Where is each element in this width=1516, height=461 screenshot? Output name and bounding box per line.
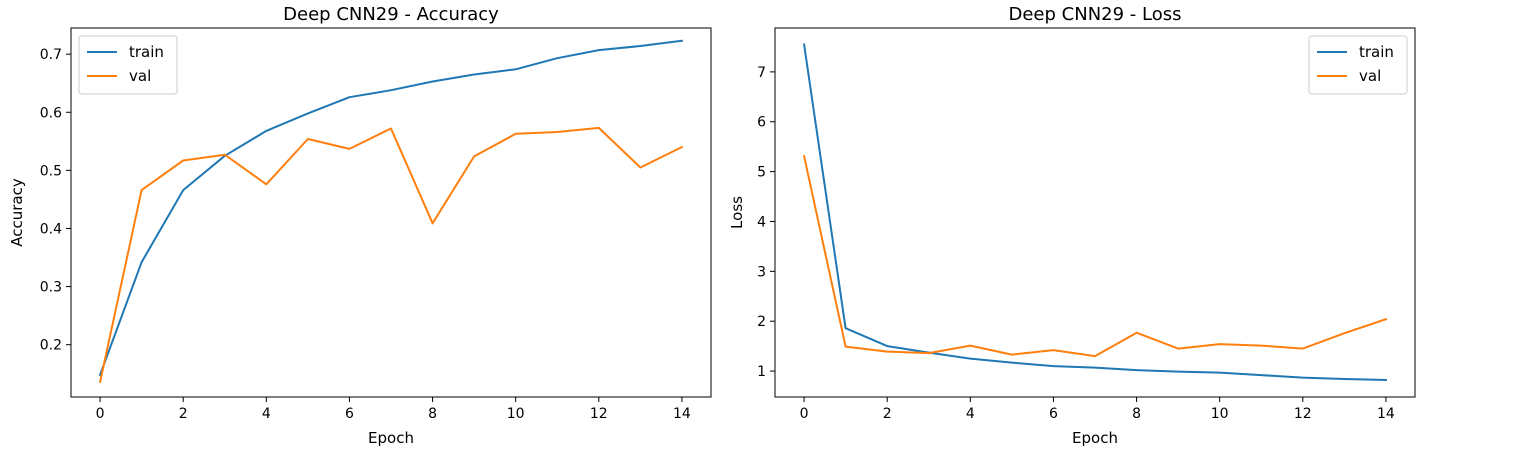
y-tick-label: 3 xyxy=(757,264,766,280)
y-tick-label: 0.6 xyxy=(40,105,62,121)
legend-label-val: val xyxy=(1359,67,1381,85)
y-tick-label: 0.4 xyxy=(40,221,62,237)
y-tick-label: 0.3 xyxy=(40,280,62,296)
x-axis-label: Epoch xyxy=(1072,429,1118,447)
legend-label-train: train xyxy=(129,43,164,61)
y-tick-label: 1 xyxy=(757,364,766,380)
x-tick-label: 6 xyxy=(1049,406,1058,422)
y-axis-label: Accuracy xyxy=(8,178,26,247)
x-tick-label: 4 xyxy=(966,406,975,422)
chart-title: Deep CNN29 - Accuracy xyxy=(283,4,499,25)
y-tick-label: 7 xyxy=(757,65,766,81)
legend-label-train: train xyxy=(1359,43,1394,61)
legend: train val xyxy=(78,35,178,95)
x-tick-label: 6 xyxy=(345,406,354,422)
axes-frame xyxy=(774,27,1416,398)
legend-box xyxy=(78,35,178,95)
series-line-val xyxy=(98,126,684,384)
y-tick-label: 0.2 xyxy=(40,338,62,354)
x-tick-label: 8 xyxy=(1132,406,1141,422)
x-tick-label: 10 xyxy=(507,406,525,422)
x-tick-label: 10 xyxy=(1211,406,1229,422)
y-tick-label: 4 xyxy=(757,214,766,230)
y-axis-label: Loss xyxy=(728,196,746,229)
x-tick-label: 0 xyxy=(800,406,809,422)
x-tick-label: 0 xyxy=(96,406,105,422)
chart-title: Deep CNN29 - Loss xyxy=(1009,4,1182,25)
series-line-train xyxy=(98,39,684,377)
series-line-train xyxy=(802,43,1387,382)
legend: train val xyxy=(1308,35,1408,95)
x-tick-label: 12 xyxy=(1294,406,1312,422)
series-line-val xyxy=(802,155,1388,358)
y-tick-label: 5 xyxy=(757,165,766,181)
legend-label-val: val xyxy=(129,67,151,85)
chart-panel-accuracy: Deep CNN29 - Accuracy 0 2 4 6 8 10 12 14 0.2 0.3 0.… xyxy=(8,4,712,447)
legend-box xyxy=(1308,35,1408,95)
y-tick-label: 6 xyxy=(757,115,766,131)
axes-frame xyxy=(70,27,712,398)
y-tick-label: 2 xyxy=(757,314,766,330)
y-tick-label: 0.5 xyxy=(40,163,62,179)
x-tick-label: 12 xyxy=(590,406,608,422)
x-tick-label: 14 xyxy=(1377,406,1395,422)
x-tick-label: 8 xyxy=(428,406,437,422)
x-axis-label: Epoch xyxy=(368,429,414,447)
x-tick-label: 2 xyxy=(883,406,892,422)
x-tick-label: 14 xyxy=(673,406,691,422)
y-tick-label: 0.7 xyxy=(40,47,62,63)
x-tick-label: 4 xyxy=(262,406,271,422)
x-tick-label: 2 xyxy=(179,406,188,422)
